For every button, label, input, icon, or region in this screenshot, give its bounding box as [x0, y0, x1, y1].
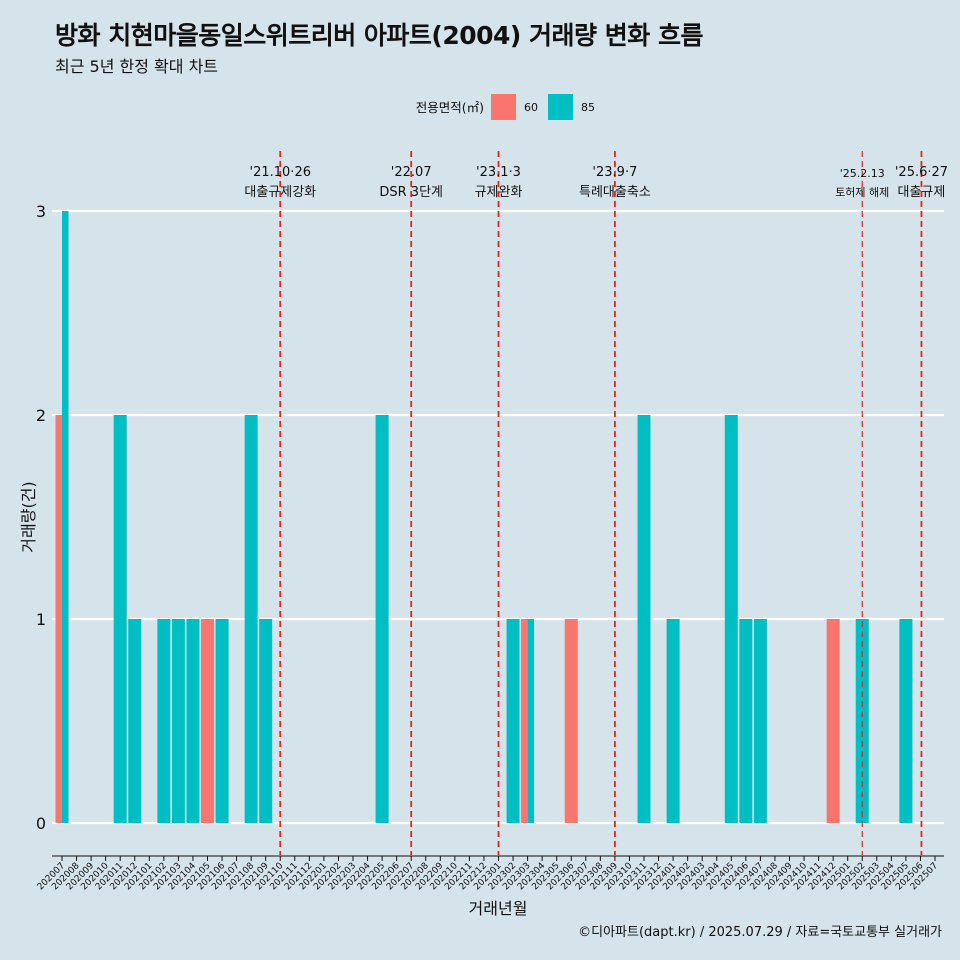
event-label: 특례대출축소	[579, 185, 651, 200]
event-label: 대출규제	[898, 185, 946, 200]
legend-label-85: 85	[581, 101, 595, 114]
bar-85	[113, 415, 127, 823]
y-axis: 0 1 2 3	[36, 202, 46, 833]
chart-caption: ©디아파트(dapt.kr) / 2025.07.29 / 자료=국토교통부 실…	[578, 925, 942, 940]
bar-85	[171, 619, 185, 823]
bar-85	[637, 415, 651, 823]
bar-85	[215, 619, 229, 823]
bar-60	[521, 619, 528, 823]
bar-85	[62, 211, 69, 823]
bar-85	[375, 415, 389, 823]
legend-title: 전용면적(㎡)	[416, 100, 484, 115]
y-tick-label: 2	[36, 406, 46, 425]
bar-85	[157, 619, 171, 823]
legend-swatch-60	[491, 94, 516, 120]
event-label: 토허제 해제	[835, 185, 889, 199]
bar-85	[899, 619, 913, 823]
legend: 전용면적(㎡) 60 85	[416, 94, 595, 120]
event-label: 대출규제강화	[244, 185, 316, 200]
event-date: '23.9·7	[592, 165, 637, 180]
chart-title: 방화 치현마을동일스위트리버 아파트(2004) 거래량 변화 흐름	[55, 21, 703, 50]
bar-85	[128, 619, 142, 823]
legend-label-60: 60	[524, 101, 538, 114]
bar-85	[244, 415, 258, 823]
bar-85	[753, 619, 767, 823]
bar-85	[527, 619, 535, 823]
bar-85	[186, 619, 200, 823]
chart-subtitle: 최근 5년 한정 확대 차트	[55, 57, 219, 76]
event-label: DSR 3단계	[379, 185, 443, 200]
event-date: '21.10·26	[250, 165, 311, 180]
bar-85	[259, 619, 273, 823]
event-date: '25.6·27	[895, 165, 948, 180]
event-date: '23.1·3	[476, 165, 521, 180]
event-date: '22.07	[391, 165, 432, 180]
y-tick-label: 0	[36, 814, 46, 833]
event-date: '25.2.13	[840, 167, 885, 180]
legend-swatch-85	[548, 94, 573, 120]
event-lines: '21.10·26 대출규제강화 '22.07 DSR 3단계 '23.1·3 규제완화 '…	[244, 151, 948, 855]
bar-85	[724, 415, 738, 823]
bar-60	[564, 619, 578, 823]
bar-85	[666, 619, 680, 823]
y-axis-label: 거래량(건)	[19, 481, 38, 552]
event-label: 규제완화	[475, 185, 523, 200]
bar-85	[506, 619, 520, 823]
bar-60	[55, 415, 62, 823]
bar-85	[739, 619, 753, 823]
bars	[55, 211, 913, 823]
bar-60	[826, 619, 840, 823]
y-tick-label: 3	[36, 202, 46, 221]
y-tick-label: 1	[36, 610, 46, 629]
bar-60	[201, 619, 214, 823]
x-axis-label: 거래년월	[469, 899, 528, 918]
x-axis: 2020072020082020092020102020112020122021…	[36, 855, 944, 892]
